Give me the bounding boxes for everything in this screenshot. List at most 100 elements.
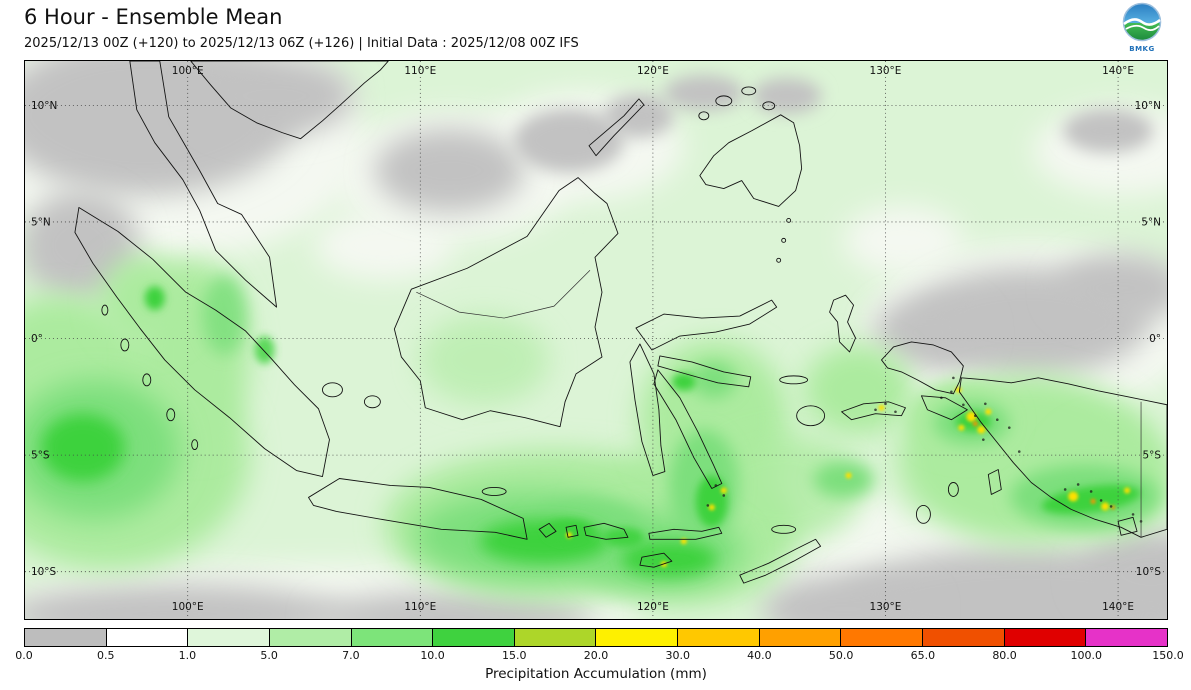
lat-label-right-10n: 10°N	[1135, 100, 1161, 112]
lat-label-left-0: 0°	[31, 333, 43, 345]
island-sumba	[639, 552, 673, 568]
colorbar-segment	[269, 629, 352, 646]
island-java	[308, 478, 528, 540]
colorbar-segment	[188, 629, 270, 646]
island-borneo	[393, 177, 619, 428]
lat-label-left-5s: 5°S	[31, 450, 50, 462]
island-buru	[796, 405, 826, 427]
island-aru	[987, 469, 1002, 495]
bmkg-logo-icon	[1122, 2, 1162, 42]
colorbar: 0.0 0.5 1.0 5.0 7.0 10.0 15.0 20.0 30.0 40.0 50.0 6…	[15, 628, 1184, 682]
lon-label-bottom-120e: 120°E	[637, 601, 669, 613]
island-sumbawa	[583, 522, 629, 540]
island-papua-birdhead	[881, 341, 964, 395]
terrain-speckle-layer	[706, 376, 1143, 523]
colorbar-label: Precipitation Accumulation (mm)	[485, 666, 707, 682]
graticule-labels: 100°E 110°E 120°E 130°E 140°E 100°E 110°…	[31, 65, 1161, 613]
map-frame: 100°E 110°E 120°E 130°E 140°E 100°E 110°…	[24, 60, 1168, 620]
lat-label-right-10s: 10°S	[1136, 566, 1162, 578]
colorbar-ticks: 0.0 0.5 1.0 5.0 7.0 10.0 15.0 20.0 30.0 40.0 50.0 6…	[15, 649, 1184, 663]
colorbar-segment	[433, 629, 515, 646]
colorbar-segment	[1086, 629, 1167, 646]
graticule-layer	[25, 61, 1167, 619]
island-halmahera	[829, 294, 856, 353]
colorbar-segment	[351, 629, 434, 646]
colorbar-segment	[596, 629, 679, 646]
lat-label-left-5n: 5°N	[31, 216, 51, 228]
island-papua-body	[958, 377, 1167, 538]
colorbar-segment	[1004, 629, 1087, 646]
island-seram	[841, 401, 906, 421]
coast-malay-peninsula	[129, 61, 278, 308]
colorbar-segment	[514, 629, 597, 646]
islands-sula	[779, 375, 809, 385]
colorbar-tick-label: 100.0	[1070, 649, 1103, 662]
coastline-layer	[74, 61, 1167, 584]
map-canvas: 100°E 110°E 120°E 130°E 140°E 100°E 110°…	[25, 61, 1167, 619]
island-palawan	[588, 98, 645, 157]
lat-label-right-5n: 5°N	[1141, 216, 1161, 228]
island-mindanao	[699, 114, 803, 207]
island-bali	[538, 522, 557, 538]
precip-intense-layer	[566, 386, 1131, 568]
lon-label-bottom-130e: 130°E	[870, 601, 902, 613]
colorbar-tick-label: 0.5	[96, 649, 115, 662]
island-sulawesi-north-arm	[635, 299, 778, 351]
islands-visayas	[698, 86, 776, 121]
island-sulawesi-south-arm	[629, 343, 666, 476]
lat-label-left-10s: 10°S	[31, 566, 57, 578]
islands-sangihe	[776, 217, 792, 263]
page-title: 6 Hour - Ensemble Mean	[24, 5, 283, 29]
lat-label-left-10n: 10°N	[31, 100, 57, 112]
lon-label-bottom-110e: 110°E	[404, 601, 436, 613]
colorbar-tick-label: 50.0	[828, 649, 854, 662]
island-sulawesi-east-arm	[657, 355, 752, 388]
colorbar-tick-label: 65.0	[910, 649, 936, 662]
forecast-period-subtitle: 2025/12/13 00Z (+120) to 2025/12/13 06Z …	[24, 36, 579, 51]
colorbar-tick-label: 30.0	[665, 649, 690, 662]
lon-label-bottom-140e: 140°E	[1102, 601, 1134, 613]
island-sumatra	[74, 207, 330, 477]
colorbar-tick-label: 150.0	[1152, 649, 1184, 662]
coast-indochina	[190, 61, 389, 140]
colorbar-segment	[841, 629, 924, 646]
lat-label-right-5s: 5°S	[1142, 450, 1161, 462]
lat-label-right-0: 0°	[1149, 333, 1161, 345]
colorbar-segment	[106, 629, 189, 646]
island-bangka	[322, 382, 343, 398]
lon-label-top-120e: 120°E	[637, 65, 669, 77]
colorbar-tick-label: 80.0	[992, 649, 1017, 662]
border-kalimantan	[416, 270, 591, 319]
island-sulawesi-southeast-arm	[653, 369, 723, 489]
colorbar-tick-label: 40.0	[747, 649, 772, 662]
colorbar-segment	[923, 629, 1005, 646]
lon-label-top-130e: 130°E	[870, 65, 902, 77]
colorbar-segment	[759, 629, 842, 646]
island-papua-bomberai	[920, 395, 968, 421]
lon-label-top-100e: 100°E	[172, 65, 204, 77]
colorbar-tick-label: 5.0	[260, 649, 278, 662]
colorbar-tick-label: 15.0	[502, 649, 527, 662]
island-madura	[481, 487, 507, 496]
colorbar-tick-label: 0.0	[15, 649, 33, 662]
precip-heavy-layer	[40, 286, 1141, 578]
colorbar-tick-label: 7.0	[342, 649, 360, 662]
island-belitung	[363, 395, 381, 409]
island-timor	[739, 538, 822, 584]
lon-label-bottom-100e: 100°E	[172, 601, 204, 613]
island-tanimbar	[915, 504, 931, 524]
colorbar-tick-label: 20.0	[583, 649, 609, 662]
colorbar-tick-label: 1.0	[178, 649, 197, 662]
bmkg-logo: BMKG	[1119, 2, 1165, 53]
colorbar-tick-label: 10.0	[420, 649, 445, 662]
island-lombok	[565, 524, 579, 538]
island-wetar	[771, 524, 797, 534]
island-flores	[648, 526, 723, 540]
island-kai	[947, 482, 959, 497]
colorbar-segment	[678, 629, 760, 646]
country-border-layer	[416, 270, 1142, 538]
islands-mentawai	[101, 304, 199, 451]
lon-label-top-140e: 140°E	[1102, 65, 1134, 77]
colorbar-segment	[25, 629, 107, 646]
